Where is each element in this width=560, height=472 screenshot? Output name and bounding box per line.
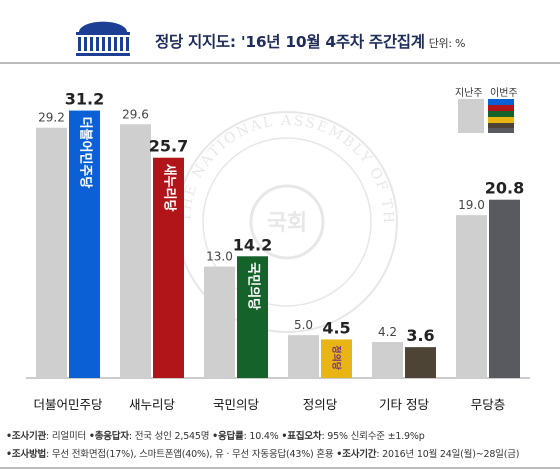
- category-label-2: 국민의당: [213, 397, 260, 412]
- category-label-1: 새누리당: [129, 397, 176, 412]
- title-text: 정당 지지도: '16년 10월 4주차 주간집계: [155, 33, 425, 51]
- survey-info-key: •조사기관: [6, 431, 47, 442]
- bar-current-0: [69, 110, 100, 379]
- survey-info-line-2: •조사방법: 무선 전화면접(17%), 스마트폰앱(40%), 유 · 무선 …: [6, 446, 556, 460]
- survey-info: •조사기관: 리얼미터 •총응답자: 전국 성인 2,545명 •응답률: 10…: [6, 428, 556, 464]
- data-label-current-1: 25.7: [149, 137, 188, 156]
- survey-info-value: : 10.4%: [243, 431, 282, 442]
- assembly-logo-icon: [76, 21, 130, 56]
- party-logo-text-2: 국민의당: [246, 262, 262, 310]
- survey-info-key: •응답률: [212, 431, 244, 442]
- data-label-previous-2: 13.0: [206, 250, 233, 264]
- legend-label-previous: 지난주: [455, 88, 483, 99]
- survey-info-line-1: •조사기관: 리얼미터 •총응답자: 전국 성인 2,545명 •응답률: 10…: [6, 428, 556, 442]
- survey-info-value: : 95% 신뢰수준 ±1.9%p: [321, 431, 425, 442]
- data-label-current-3: 4.5: [322, 318, 350, 337]
- bar-previous-3: [288, 335, 319, 378]
- survey-info-value: : 전국 성인 2,545명: [128, 431, 213, 442]
- category-label-0: 더불어민주당: [33, 397, 103, 412]
- data-label-previous-4: 4.2: [378, 325, 397, 339]
- data-label-previous-5: 19.0: [458, 198, 485, 212]
- survey-info-value: : 리얼미터: [46, 431, 89, 442]
- data-label-previous-0: 29.2: [38, 111, 65, 125]
- bar-previous-0: [36, 127, 67, 378]
- bar-previous-4: [372, 342, 403, 378]
- bar-current-2: [237, 256, 268, 378]
- party-logo-text-1: 새누리당: [162, 164, 178, 212]
- page-title: 정당 지지도: '16년 10월 4주차 주간집계 단위: %: [155, 30, 465, 52]
- unit-label: 단위: %: [428, 37, 466, 50]
- category-label-5: 무당층: [471, 397, 506, 412]
- bar-previous-2: [204, 266, 235, 378]
- legend-swatch-current: [488, 99, 514, 133]
- data-label-current-2: 14.2: [233, 235, 272, 254]
- bar-current-5: [489, 199, 520, 378]
- data-label-current-0: 31.2: [65, 90, 104, 109]
- survey-info-key: •총응답자: [88, 431, 129, 442]
- data-label-current-4: 3.6: [406, 326, 434, 345]
- bar-current-1: [153, 157, 184, 378]
- data-label-previous-1: 29.6: [122, 107, 149, 121]
- category-label-4: 기타 정당: [379, 397, 429, 412]
- bar-group: 29.231.2더불어민주당더불어민주당29.625.7새누리당새누리당13.0…: [33, 90, 524, 412]
- bar-current-3: [321, 339, 352, 378]
- data-label-previous-3: 5.0: [294, 318, 313, 332]
- survey-info-key: •조사기간: [336, 449, 377, 460]
- party-logo-text-3: 정의당: [331, 345, 343, 370]
- bar-current-4: [405, 347, 436, 378]
- legend-swatch-previous: [458, 99, 484, 133]
- survey-info-key: •표집오차: [281, 431, 322, 442]
- survey-info-value: : 2016년 10월 24일(월)~28일(금): [376, 449, 520, 460]
- survey-info-value: : 무선 전화면접(17%), 스마트폰앱(40%), 유 · 무선 자동응답(…: [46, 449, 337, 460]
- legend-label-current: 이번주: [490, 88, 518, 99]
- watermark-center-text: 국회: [267, 211, 307, 236]
- data-label-current-5: 20.8: [485, 179, 524, 198]
- category-label-3: 정의당: [303, 397, 338, 412]
- bar-previous-5: [456, 215, 487, 378]
- bar-previous-1: [120, 124, 151, 379]
- survey-info-key: •조사방법: [6, 449, 47, 460]
- party-logo-text-0: 더불어민주당: [78, 117, 94, 189]
